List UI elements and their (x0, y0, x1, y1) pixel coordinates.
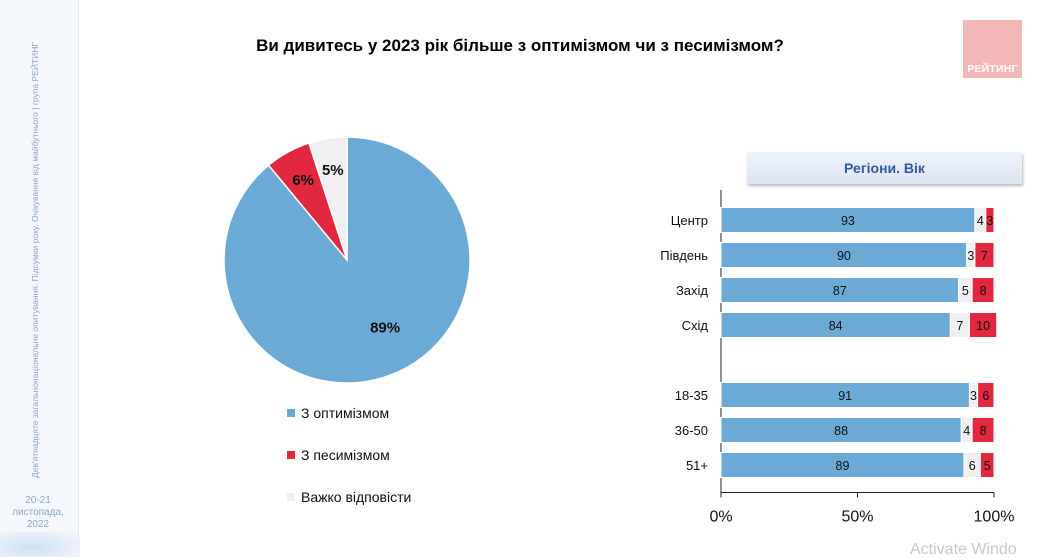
category-label: 18-35 (675, 388, 708, 403)
sidebar-date: 20-21 листопада, 2022 (0, 495, 76, 531)
bar-value-label: 3 (967, 249, 974, 263)
pie-labels: 89% 6% 5% (292, 162, 400, 336)
bar-segment-1 (720, 452, 965, 478)
bar-value-label: 3 (970, 389, 977, 403)
pie-label-1: 89% (370, 320, 400, 337)
x-tick-label: 50% (841, 509, 873, 526)
legend-item-optimism: З оптимізмом (287, 404, 389, 422)
bar-row: 18-35 91 3 6 (675, 382, 995, 408)
bar-value-label: 3 (986, 214, 993, 228)
bar-value-label: 90 (837, 249, 851, 263)
bar-segment-3 (977, 382, 995, 408)
bar-row: 36-50 88 4 8 (675, 417, 995, 443)
category-label: 51+ (686, 458, 708, 473)
category-label: Центр (671, 213, 708, 228)
category-label: Захід (676, 283, 708, 298)
pie-slices (223, 136, 471, 384)
bar-segment-3 (985, 207, 995, 233)
legend-item-hard-to-say: Важко відповісти (287, 488, 411, 506)
rating-logo: РЕЙТИНГ (963, 20, 1022, 78)
bar-value-label: 91 (838, 389, 852, 403)
bar-value-label: 5 (962, 284, 969, 298)
bar-value-label: 88 (834, 424, 848, 438)
chart-title: Ви дивитесь у 2023 рік більше з оптимізм… (256, 36, 784, 55)
bar-value-label: 10 (976, 319, 990, 333)
bar-row: Центр 93 4 3 (671, 207, 995, 233)
bar-value-label: 7 (956, 319, 963, 333)
bar-value-label: 4 (977, 214, 984, 228)
bar-value-label: 6 (982, 389, 989, 403)
pie-slice-3 (308, 136, 348, 261)
sidebar: Дев'ятнадцяте загальнонаціональне опитув… (0, 0, 80, 557)
category-label: Південь (660, 248, 708, 263)
bar-value-label: 8 (980, 424, 987, 438)
bar-value-label: 7 (981, 249, 988, 263)
bar-segment-1 (720, 382, 970, 408)
bar-value-label: 5 (984, 459, 991, 473)
legend-label-optimism: З оптимізмом (301, 405, 390, 421)
bar-row: Захід 87 5 8 (676, 277, 995, 303)
category-label: Схід (682, 318, 709, 333)
bar-segment-3 (971, 277, 995, 303)
sidebar-date-month: листопада, 2022 (12, 507, 64, 530)
legend-label-pessimism: З песимізмом (301, 447, 390, 463)
pie-chart: 89% 6% 5% (223, 136, 471, 384)
logo-text: РЕЙТИНГ (967, 63, 1018, 75)
bar-segment-3 (971, 417, 995, 443)
bar-value-label: 6 (969, 459, 976, 473)
bar-value-label: 87 (833, 284, 847, 298)
bar-value-label: 4 (963, 424, 970, 438)
bar-chart-header: Регіони. Вік (747, 152, 1022, 184)
legend-swatch-pessimism (287, 451, 295, 459)
bar-segment-1 (720, 207, 976, 233)
sidebar-date-days: 20-21 (25, 495, 51, 506)
pie-label-3: 5% (322, 162, 344, 179)
x-tick-label: 0% (709, 509, 732, 526)
bar-segment-3 (979, 452, 995, 478)
bar-row: Південь 90 3 7 (660, 242, 995, 268)
bar-value-label: 84 (829, 319, 843, 333)
category-label: 36-50 (675, 423, 708, 438)
bar-row: 51+ 89 6 5 (686, 452, 995, 478)
activate-windows-watermark: Activate Windo (910, 541, 1017, 558)
pie-label-2: 6% (292, 172, 314, 189)
x-tick-label: 100% (974, 509, 1015, 526)
legend-swatch-hard-to-say (287, 493, 295, 501)
bar-row: Схід 84 7 10 (682, 312, 998, 338)
bar-segment-1 (720, 417, 962, 443)
bar-segment-1 (720, 277, 960, 303)
sidebar-decoration (0, 532, 80, 557)
bar-segment-3 (974, 242, 995, 268)
bar-segment-3 (968, 312, 998, 338)
bar-value-label: 93 (841, 214, 855, 228)
legend-label-hard-to-say: Важко відповісти (301, 489, 412, 505)
legend-swatch-optimism (287, 409, 295, 417)
legend-item-pessimism: З песимізмом (287, 446, 390, 464)
bar-value-label: 8 (980, 284, 987, 298)
bar-value-label: 89 (836, 459, 850, 473)
